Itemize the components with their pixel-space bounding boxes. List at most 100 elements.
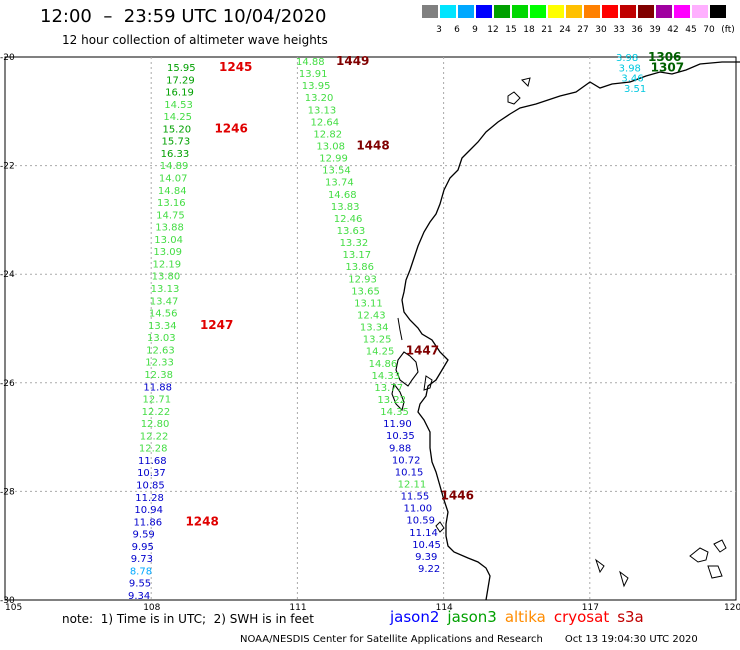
scale-label: 6 <box>454 25 460 35</box>
scale-swatch <box>584 5 600 18</box>
swh-value: 16.33 <box>161 149 190 160</box>
scale-label: 27 <box>577 25 589 35</box>
swh-value: 15.95 <box>167 63 196 74</box>
latitude-label: -22 <box>0 162 15 172</box>
swh-value: 13.86 <box>345 262 374 273</box>
timestamp-text: Oct 13 19:04:30 UTC 2020 <box>564 634 698 645</box>
scale-label: 39 <box>649 25 661 35</box>
longitude-label: 117 <box>582 603 599 613</box>
gascoyne-inlet <box>423 375 433 391</box>
longitude-label: 114 <box>436 603 453 613</box>
pass-id-label: 1245 <box>219 60 252 74</box>
satellite-legend: jason2 jason3 altika cryosat s3a <box>390 608 652 626</box>
swh-value: 9.88 <box>389 443 411 454</box>
satellite-s3a: s3a <box>617 608 644 626</box>
scale-label: 45 <box>685 25 697 35</box>
latitude-label: -30 <box>0 596 15 606</box>
swh-value: 13.25 <box>363 335 392 346</box>
latitude-label: -26 <box>0 379 15 389</box>
dirk-hartog-island <box>391 382 405 412</box>
scale-swatch <box>494 5 510 18</box>
swh-value: 17.29 <box>166 75 195 86</box>
swh-value: 12.63 <box>146 345 175 356</box>
ningaloo-island <box>507 77 531 105</box>
swh-value: 14.07 <box>159 174 188 185</box>
swh-value: 14.84 <box>158 186 187 197</box>
scale-swatch <box>548 5 564 18</box>
scale-swatch <box>458 5 474 18</box>
swh-value: 10.59 <box>406 516 435 527</box>
swh-value: 13.09 <box>153 247 182 258</box>
swh-value: 9.59 <box>133 530 155 541</box>
swh-value: 13.80 <box>152 272 181 283</box>
scale-label: 9 <box>472 25 478 35</box>
swh-value: 13.13 <box>151 284 180 295</box>
swh-value: 13.83 <box>331 202 360 213</box>
scale-swatch <box>422 5 438 18</box>
pass-id-label: 1307 <box>651 60 684 74</box>
swh-value: 13.04 <box>154 235 183 246</box>
swh-value: 9.22 <box>418 564 440 575</box>
swh-value: 12.43 <box>357 311 386 322</box>
scale-label: 70 <box>703 25 715 35</box>
swh-value: 12.46 <box>334 214 363 225</box>
swh-value: 11.00 <box>403 504 432 515</box>
footer: NOAA/NESDIS Center for Satellite Applica… <box>240 634 698 645</box>
satellite-jason2: jason2 <box>390 608 440 626</box>
swh-value: 10.35 <box>386 431 415 442</box>
swh-value: 11.86 <box>133 517 162 528</box>
swh-value: 12.80 <box>141 419 170 430</box>
scale-swatch <box>566 5 582 18</box>
swh-value: 3.51 <box>624 84 646 95</box>
swh-value: 10.37 <box>137 468 166 479</box>
swh-value: 10.45 <box>412 540 441 551</box>
swh-value: 11.14 <box>409 528 438 539</box>
swh-value: 10.72 <box>392 455 421 466</box>
swh-value: 14.53 <box>164 100 193 111</box>
swh-value: 12.22 <box>140 431 169 442</box>
satellite-altika: altika <box>504 608 546 626</box>
chart-subtitle: 12 hour collection of altimeter wave hei… <box>62 33 328 47</box>
swh-value: 14.68 <box>328 190 357 201</box>
swh-value: 14.89 <box>160 161 189 172</box>
swh-value: 14.75 <box>156 210 185 221</box>
swh-value: 16.19 <box>165 88 194 99</box>
swh-value: 14.86 <box>369 359 398 370</box>
scale-swatch <box>674 5 690 18</box>
swh-value: 14.88 <box>296 57 325 68</box>
swh-value: 11.90 <box>383 419 412 430</box>
scale-label: 42 <box>667 25 679 35</box>
altimeter-tracks: 15.9517.2916.1914.5314.2515.2015.7316.33… <box>128 50 684 602</box>
swh-value: 12.99 <box>319 154 348 165</box>
swh-value: 12.19 <box>152 259 181 270</box>
swh-value: 12.11 <box>398 480 427 491</box>
swh-value: 11.88 <box>143 382 172 393</box>
pass-id-label: 1449 <box>336 54 369 68</box>
chart-title: 12:00 – 23:59 UTC 10/04/2020 <box>40 6 327 27</box>
scale-label: 36 <box>631 25 643 35</box>
swh-value: 13.74 <box>325 178 354 189</box>
swh-value: 13.17 <box>342 250 371 261</box>
swh-value: 14.35 <box>380 407 409 418</box>
swh-value: 13.47 <box>150 296 179 307</box>
scale-label: 30 <box>595 25 607 35</box>
swh-value: 15.20 <box>162 124 191 135</box>
swh-value: 13.63 <box>337 226 366 237</box>
scale-unit: (ft) <box>721 25 735 35</box>
swh-value: 13.65 <box>351 286 380 297</box>
swh-value: 11.55 <box>401 492 430 503</box>
scale-label: 18 <box>523 25 535 35</box>
scale-label: 33 <box>613 25 625 35</box>
latitude-label: -24 <box>0 270 15 280</box>
swh-value: 12.71 <box>143 395 172 406</box>
pass-id-label: 1446 <box>441 489 474 503</box>
longitude-label: 120 <box>724 603 740 613</box>
longitude-label: 108 <box>143 603 160 613</box>
swh-value: 11.68 <box>138 456 167 467</box>
scale-label: 21 <box>541 25 553 35</box>
pass-id-label: 1247 <box>200 318 233 332</box>
scale-swatch <box>512 5 528 18</box>
satellite-cryosat: cryosat <box>553 608 610 626</box>
swh-value: 13.13 <box>308 105 337 116</box>
swh-value: 9.73 <box>131 554 153 565</box>
